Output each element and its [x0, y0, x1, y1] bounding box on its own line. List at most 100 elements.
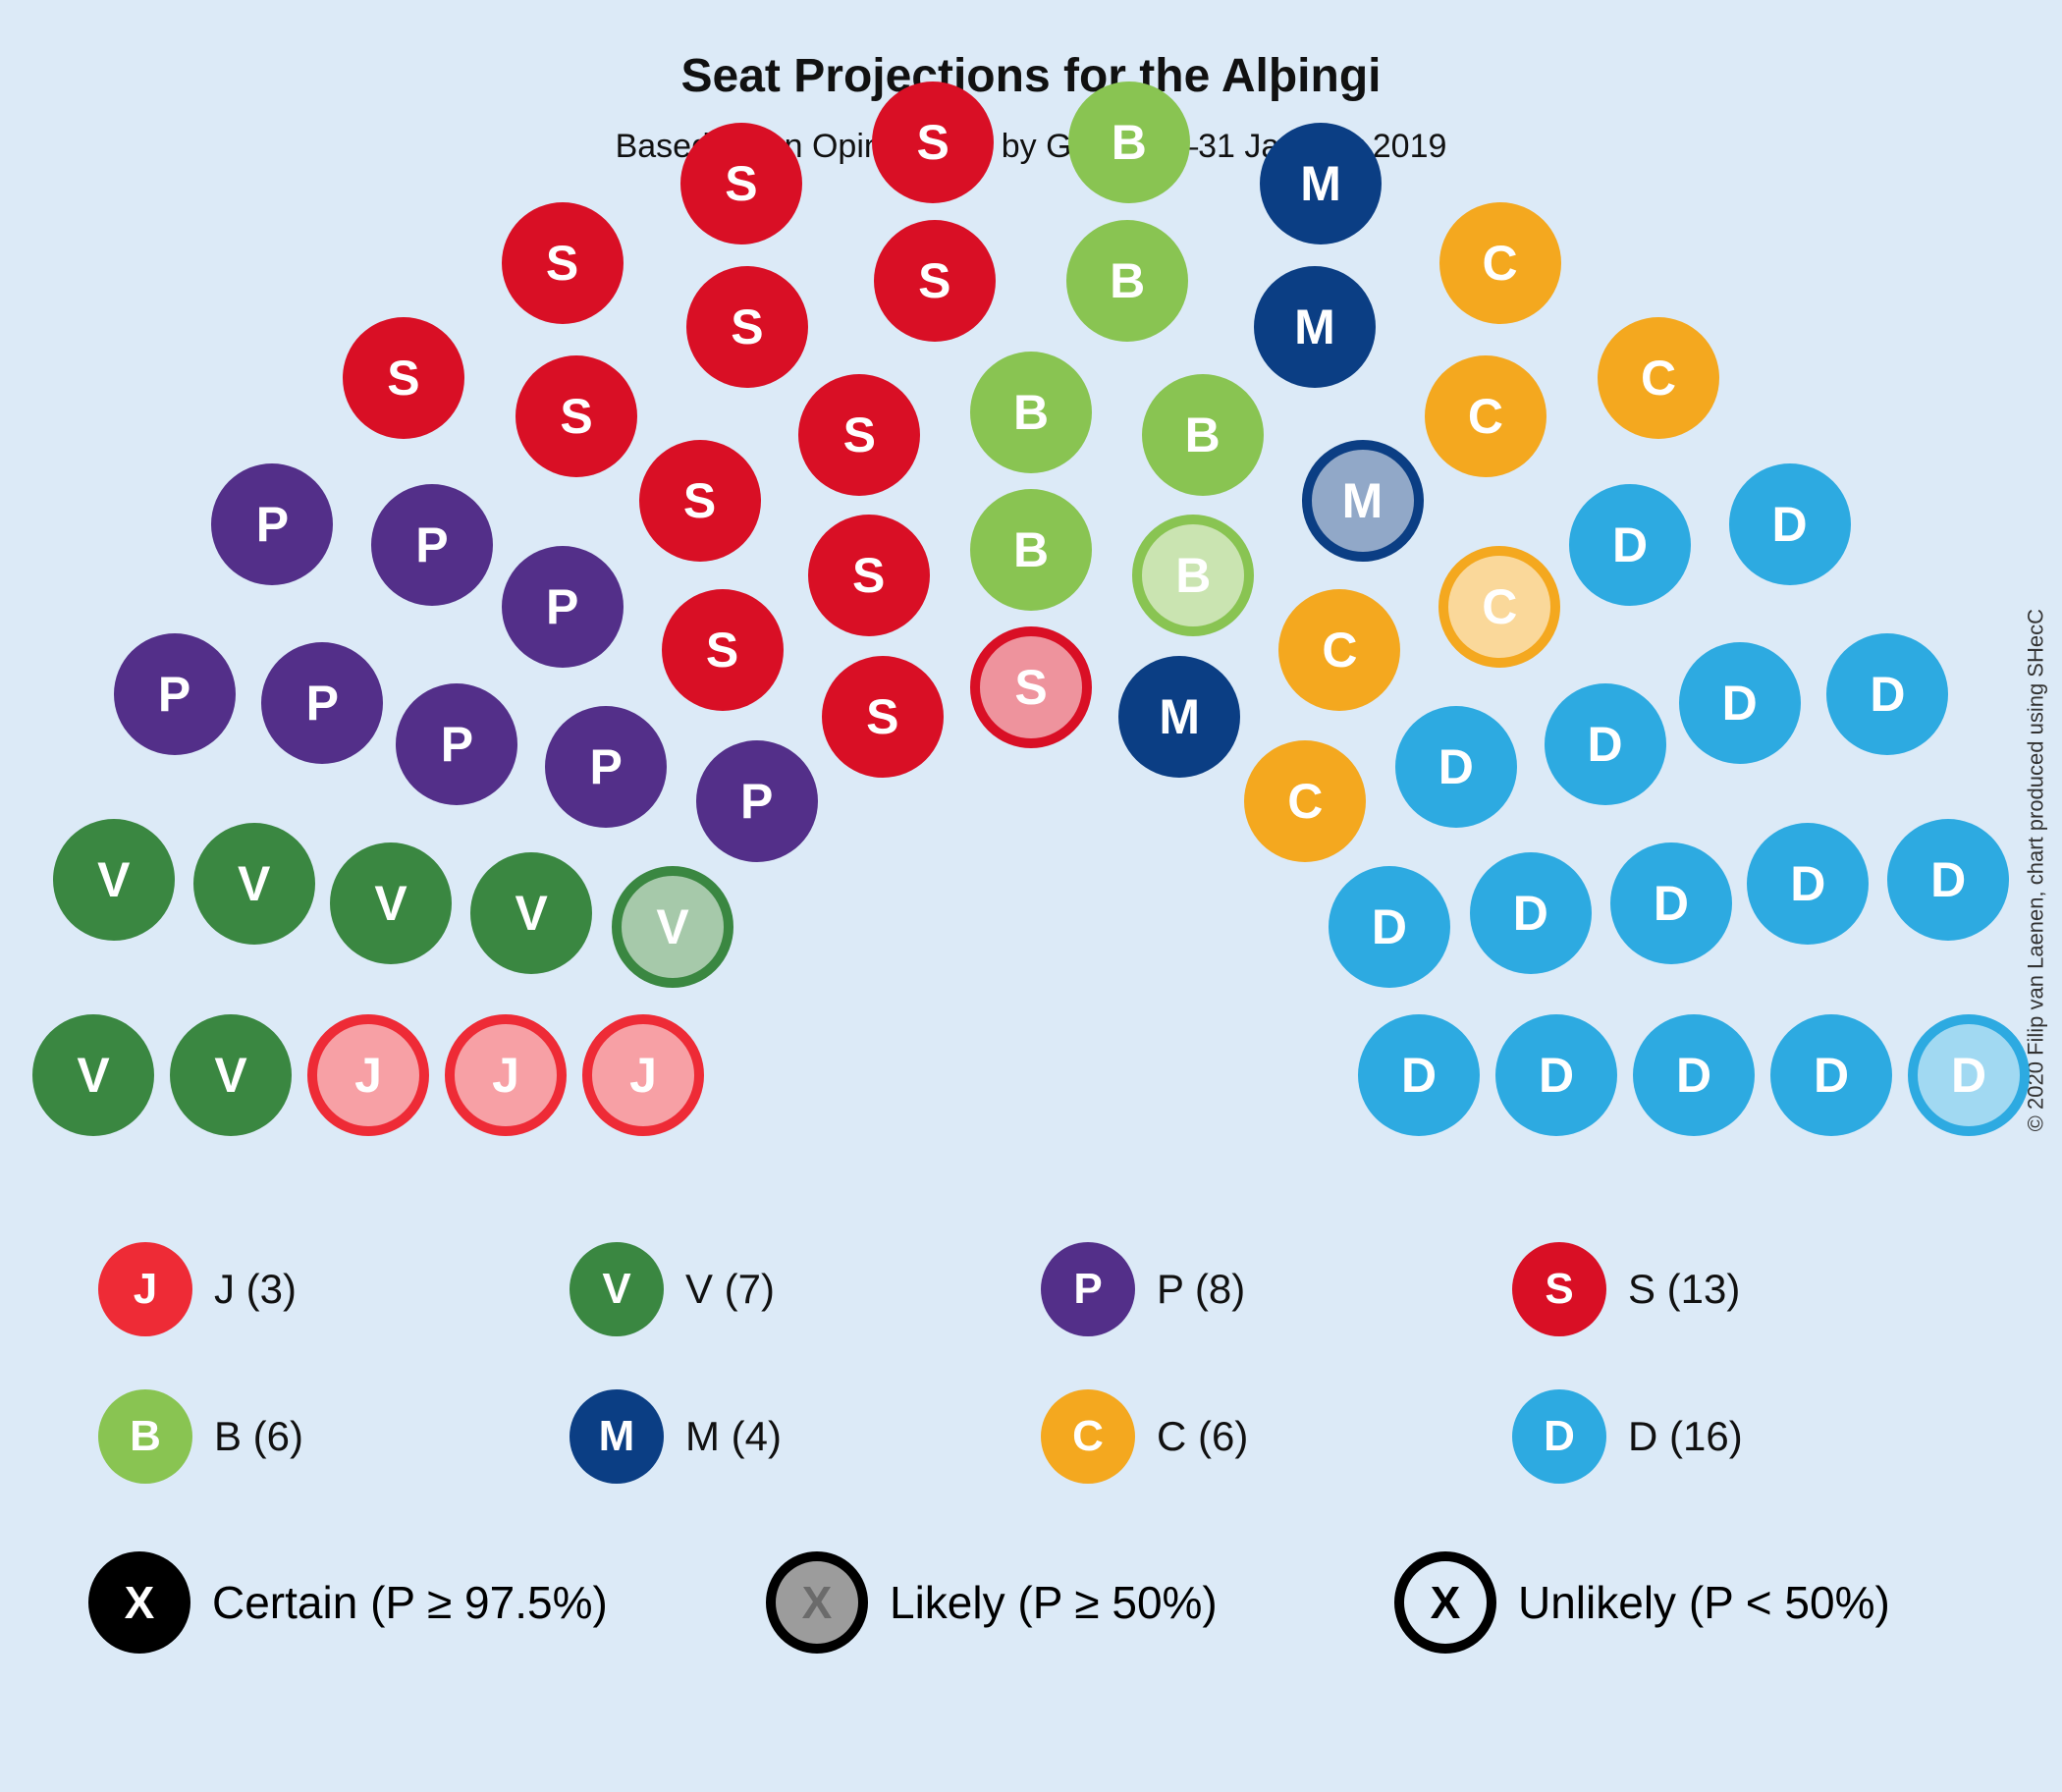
seat-D: D — [1470, 852, 1592, 974]
seat-D: D — [1329, 866, 1450, 988]
seat-S: S — [639, 440, 761, 562]
legend-swatch-V: V — [570, 1242, 664, 1336]
confidence-certain: X Certain (P ≥ 97.5%) — [88, 1551, 608, 1654]
legend-item-B: B B (6) — [98, 1389, 303, 1484]
seat-M: M — [1254, 266, 1376, 388]
confidence-swatch-unlikely: X — [1394, 1551, 1496, 1654]
seat-D: D — [1395, 706, 1517, 828]
seat-P: P — [211, 463, 333, 585]
confidence-swatch-certain: X — [88, 1551, 190, 1654]
seat-D: D — [1610, 842, 1732, 964]
chart-container: Seat Projections for the Alþingi Based o… — [0, 0, 2062, 1792]
seat-B: B — [1068, 81, 1190, 203]
legend-label-S: S (13) — [1628, 1266, 1740, 1313]
seat-B: B — [1142, 374, 1264, 496]
seat-P: P — [114, 633, 236, 755]
seat-C: C — [1598, 317, 1719, 439]
seat-S: S — [680, 123, 802, 244]
seat-B: B — [1066, 220, 1188, 342]
seat-S: S — [874, 220, 996, 342]
legend-label-P: P (8) — [1157, 1266, 1245, 1313]
copyright-text: © 2020 Filip van Laenen, chart produced … — [2023, 609, 2048, 1131]
seat-P: P — [371, 484, 493, 606]
seat-C: C — [1438, 546, 1560, 668]
seat-D: D — [1747, 823, 1869, 945]
seat-V: V — [170, 1014, 292, 1136]
legend-label-C: C (6) — [1157, 1413, 1248, 1460]
legend-item-J: J J (3) — [98, 1242, 297, 1336]
seat-S: S — [970, 626, 1092, 748]
legend-item-P: P P (8) — [1041, 1242, 1245, 1336]
seat-D: D — [1826, 633, 1948, 755]
legend-item-M: M M (4) — [570, 1389, 782, 1484]
legend-label-M: M (4) — [685, 1413, 782, 1460]
confidence-likely: X Likely (P ≥ 50%) — [766, 1551, 1218, 1654]
legend-item-D: D D (16) — [1512, 1389, 1743, 1484]
legend-swatch-J: J — [98, 1242, 192, 1336]
legend-item-V: V V (7) — [570, 1242, 775, 1336]
seat-D: D — [1545, 683, 1666, 805]
seat-S: S — [686, 266, 808, 388]
seat-D: D — [1770, 1014, 1892, 1136]
seat-V: V — [53, 819, 175, 941]
seat-S: S — [343, 317, 464, 439]
confidence-swatch-likely: X — [766, 1551, 868, 1654]
legend-swatch-C: C — [1041, 1389, 1135, 1484]
seat-P: P — [545, 706, 667, 828]
seat-J: J — [582, 1014, 704, 1136]
seat-D: D — [1908, 1014, 2030, 1136]
confidence-label-unlikely: Unlikely (P < 50%) — [1518, 1576, 1890, 1629]
legend-label-V: V (7) — [685, 1266, 775, 1313]
seat-B: B — [970, 352, 1092, 473]
seat-C: C — [1425, 355, 1546, 477]
legend-swatch-M: M — [570, 1389, 664, 1484]
seat-M: M — [1302, 440, 1424, 562]
seat-D: D — [1358, 1014, 1480, 1136]
seat-J: J — [307, 1014, 429, 1136]
seat-P: P — [396, 683, 517, 805]
seat-C: C — [1439, 202, 1561, 324]
seat-C: C — [1244, 740, 1366, 862]
seat-S: S — [662, 589, 784, 711]
legend-swatch-P: P — [1041, 1242, 1135, 1336]
seat-V: V — [193, 823, 315, 945]
seat-S: S — [872, 81, 994, 203]
confidence-label-likely: Likely (P ≥ 50%) — [890, 1576, 1218, 1629]
seat-C: C — [1278, 589, 1400, 711]
seat-D: D — [1679, 642, 1801, 764]
legend-item-S: S S (13) — [1512, 1242, 1740, 1336]
seat-M: M — [1118, 656, 1240, 778]
seat-S: S — [798, 374, 920, 496]
legend-swatch-D: D — [1512, 1389, 1606, 1484]
seat-P: P — [502, 546, 624, 668]
seat-P: P — [696, 740, 818, 862]
seat-S: S — [516, 355, 637, 477]
seat-D: D — [1887, 819, 2009, 941]
seat-S: S — [808, 515, 930, 636]
seat-V: V — [330, 842, 452, 964]
legend-label-D: D (16) — [1628, 1413, 1743, 1460]
chart-title: Seat Projections for the Alþingi — [0, 49, 2062, 103]
seat-D: D — [1633, 1014, 1755, 1136]
chart-subtitle: Based on an Opinion Poll by Gallup, 7–31… — [0, 128, 2062, 166]
seat-S: S — [822, 656, 944, 778]
seat-B: B — [1132, 515, 1254, 636]
confidence-unlikely: X Unlikely (P < 50%) — [1394, 1551, 1890, 1654]
seat-J: J — [445, 1014, 567, 1136]
legend-item-C: C C (6) — [1041, 1389, 1248, 1484]
legend-swatch-S: S — [1512, 1242, 1606, 1336]
legend-swatch-B: B — [98, 1389, 192, 1484]
seat-V: V — [612, 866, 733, 988]
seat-S: S — [502, 202, 624, 324]
seat-M: M — [1260, 123, 1382, 244]
confidence-label-certain: Certain (P ≥ 97.5%) — [212, 1576, 608, 1629]
seat-D: D — [1729, 463, 1851, 585]
legend-label-J: J (3) — [214, 1266, 297, 1313]
seat-D: D — [1495, 1014, 1617, 1136]
seat-D: D — [1569, 484, 1691, 606]
seat-B: B — [970, 489, 1092, 611]
legend-label-B: B (6) — [214, 1413, 303, 1460]
seat-P: P — [261, 642, 383, 764]
seat-V: V — [470, 852, 592, 974]
seat-V: V — [32, 1014, 154, 1136]
